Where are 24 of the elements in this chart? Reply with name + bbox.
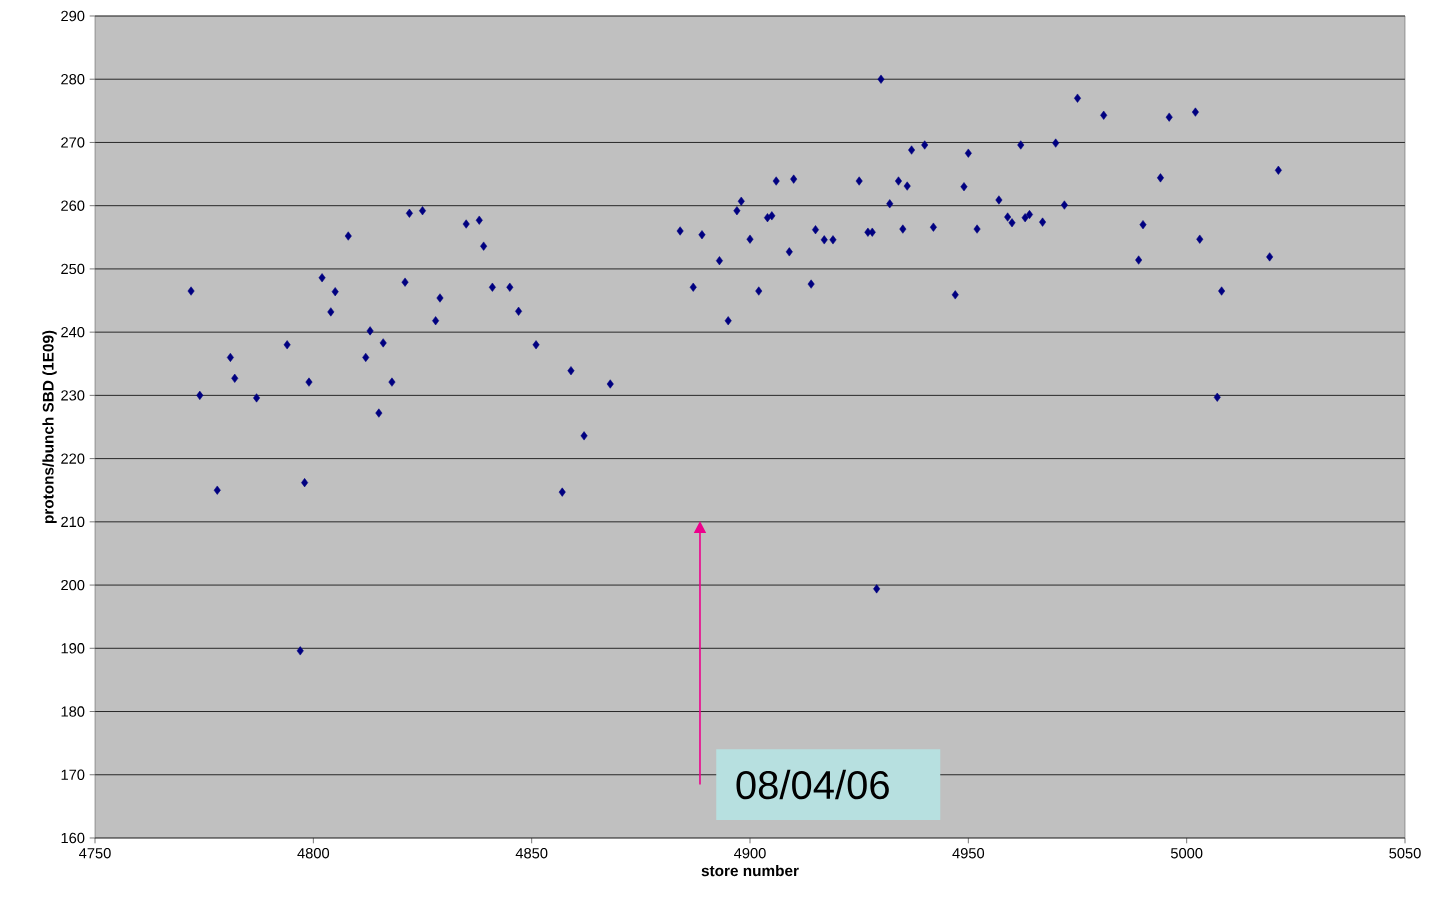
annotation: 08/04/06: [736, 769, 889, 800]
y-tick-label: 270: [61, 137, 85, 148]
y-axis-title: protons/bunch SBD (1E09): [42, 330, 57, 524]
y-tick-label: 160: [61, 832, 85, 844]
y-tick-label: 170: [61, 769, 85, 780]
y-tick-label: 240: [61, 326, 85, 338]
x-tick-label: 4850: [515, 848, 548, 859]
x-tick-label: 5050: [1389, 848, 1421, 859]
y-tick-label: 250: [61, 263, 85, 275]
x-tick-label: 4900: [734, 848, 766, 859]
y-tick-label: 280: [61, 74, 85, 85]
x-axis-title: store number: [701, 864, 799, 877]
y-tick-label: 220: [61, 453, 85, 464]
x-tick-label: 5000: [1170, 848, 1203, 859]
y-tick-label: 180: [61, 706, 85, 717]
y-tick-label: 230: [61, 390, 85, 401]
y-tick-label: 290: [61, 10, 85, 22]
y-tick-label: 210: [61, 516, 85, 528]
x-tick-label: 4950: [952, 848, 985, 859]
y-tick-label: 190: [61, 643, 85, 654]
y-tick-label: 200: [61, 579, 85, 591]
y-tick-label: 260: [61, 200, 85, 211]
x-tick-label: 4750: [79, 848, 111, 859]
x-tick-label: 4800: [297, 848, 330, 859]
